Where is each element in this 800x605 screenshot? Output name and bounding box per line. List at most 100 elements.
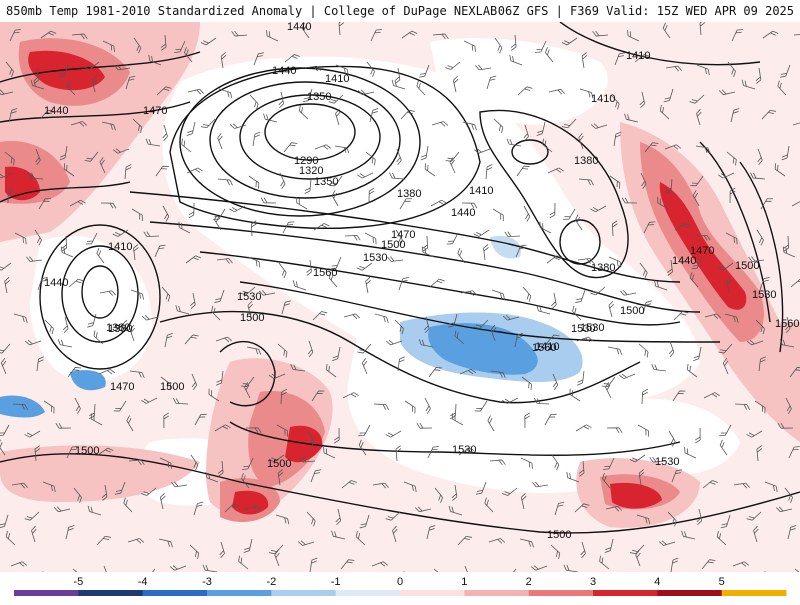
wind-barb bbox=[613, 131, 622, 147]
contour-label: 1560 bbox=[532, 342, 556, 354]
wind-barb bbox=[154, 244, 166, 258]
wind-barb bbox=[696, 64, 710, 76]
colorbar-tick-label: 3 bbox=[590, 576, 596, 588]
wind-barb bbox=[67, 367, 82, 378]
wind-barb bbox=[13, 313, 28, 323]
wind-barb bbox=[37, 277, 48, 291]
wind-barb bbox=[214, 424, 231, 432]
wind-barb bbox=[401, 30, 418, 39]
wind-barb bbox=[260, 197, 277, 204]
colorbar-tick-label: 5 bbox=[719, 576, 725, 588]
wind-barb bbox=[639, 262, 648, 279]
wind-barb bbox=[191, 373, 198, 390]
wind-barb bbox=[635, 549, 641, 567]
wind-barb bbox=[674, 223, 691, 231]
contour-label: 1380 bbox=[108, 323, 132, 335]
wind-barb bbox=[103, 565, 109, 572]
wind-barb bbox=[486, 75, 497, 90]
wind-barb bbox=[701, 559, 716, 570]
wind-barb bbox=[746, 430, 763, 438]
wind-barb bbox=[248, 175, 260, 189]
wind-barb bbox=[794, 568, 800, 572]
contour-label: 1500 bbox=[160, 381, 184, 393]
wind-barb bbox=[129, 324, 136, 342]
wind-barb bbox=[639, 91, 646, 109]
wind-barb bbox=[372, 482, 389, 489]
contour-label: 1440 bbox=[287, 22, 311, 33]
wind-barb bbox=[5, 531, 16, 546]
wind-barb bbox=[342, 392, 359, 399]
wind-barb bbox=[334, 145, 350, 154]
wind-barb bbox=[33, 67, 40, 84]
wind-barb bbox=[494, 37, 503, 54]
wind-barb bbox=[278, 91, 285, 109]
wind-barb bbox=[38, 198, 52, 210]
wind-barb bbox=[332, 346, 341, 362]
wind-barb bbox=[690, 175, 704, 187]
wind-barb bbox=[253, 52, 265, 66]
wind-barb bbox=[621, 197, 638, 204]
wind-barb bbox=[562, 208, 576, 220]
wind-barb bbox=[293, 280, 307, 291]
wind-barb bbox=[252, 131, 261, 147]
wind-barb bbox=[451, 413, 464, 426]
wind-barb bbox=[385, 430, 402, 438]
wind-barb bbox=[491, 289, 505, 300]
wind-barb bbox=[748, 256, 765, 262]
wind-barb bbox=[724, 313, 739, 323]
wind-barb bbox=[338, 22, 345, 36]
wind-barb bbox=[186, 167, 203, 174]
wind-barb bbox=[141, 397, 158, 404]
wind-barb bbox=[663, 88, 674, 103]
wind-barb bbox=[69, 199, 86, 207]
wind-barb bbox=[368, 187, 375, 204]
wind-barb bbox=[536, 121, 546, 136]
wind-barb bbox=[329, 175, 343, 187]
wind-barb bbox=[775, 506, 793, 513]
wind-barb bbox=[448, 313, 458, 328]
wind-barb bbox=[311, 390, 325, 402]
colorbar-tick-label: 4 bbox=[654, 576, 660, 588]
wind-barb bbox=[791, 199, 800, 207]
wind-barb bbox=[659, 105, 670, 120]
wind-barb bbox=[764, 481, 778, 493]
wind-barb bbox=[96, 535, 111, 546]
wind-barb bbox=[158, 538, 173, 548]
wind-barb bbox=[523, 205, 531, 222]
wind-barb bbox=[523, 124, 529, 142]
wind-barb bbox=[473, 319, 489, 329]
wind-barb bbox=[432, 33, 449, 40]
wind-barb bbox=[605, 382, 612, 399]
wind-barb bbox=[610, 94, 620, 110]
wind-barb bbox=[370, 29, 382, 42]
wind-barb bbox=[729, 187, 736, 204]
wind-barb bbox=[217, 460, 224, 477]
wind-barb bbox=[340, 559, 355, 570]
wind-barb bbox=[446, 232, 459, 245]
wind-barb bbox=[429, 278, 445, 288]
wind-barb bbox=[245, 427, 262, 434]
anomaly-map: 1440141014401470144014101350129013201350… bbox=[0, 22, 800, 572]
colorbar-tick-label: 2 bbox=[526, 576, 532, 588]
colorbar-segment bbox=[593, 590, 658, 596]
wind-barb bbox=[341, 480, 357, 489]
wind-barb bbox=[426, 525, 436, 540]
wind-barb bbox=[608, 300, 615, 318]
wind-barb bbox=[542, 138, 553, 153]
wind-barb bbox=[395, 445, 402, 462]
colorbar-tick-label: 0 bbox=[397, 576, 403, 588]
wind-barb bbox=[418, 64, 430, 78]
contour-label: 1470 bbox=[110, 381, 134, 393]
wind-barb bbox=[459, 368, 476, 375]
wind-barb bbox=[619, 373, 636, 380]
wind-barb bbox=[643, 221, 656, 234]
wind-barb bbox=[99, 157, 106, 174]
wind-barb bbox=[719, 424, 732, 437]
contour-label: 1530 bbox=[580, 322, 604, 334]
colorbar-segment bbox=[271, 590, 337, 596]
wind-barb bbox=[545, 334, 560, 345]
wind-barb bbox=[246, 346, 262, 355]
wind-barb bbox=[188, 202, 195, 219]
contour-label: 1560 bbox=[775, 318, 799, 330]
colorbar-tick-label: -3 bbox=[202, 576, 212, 588]
